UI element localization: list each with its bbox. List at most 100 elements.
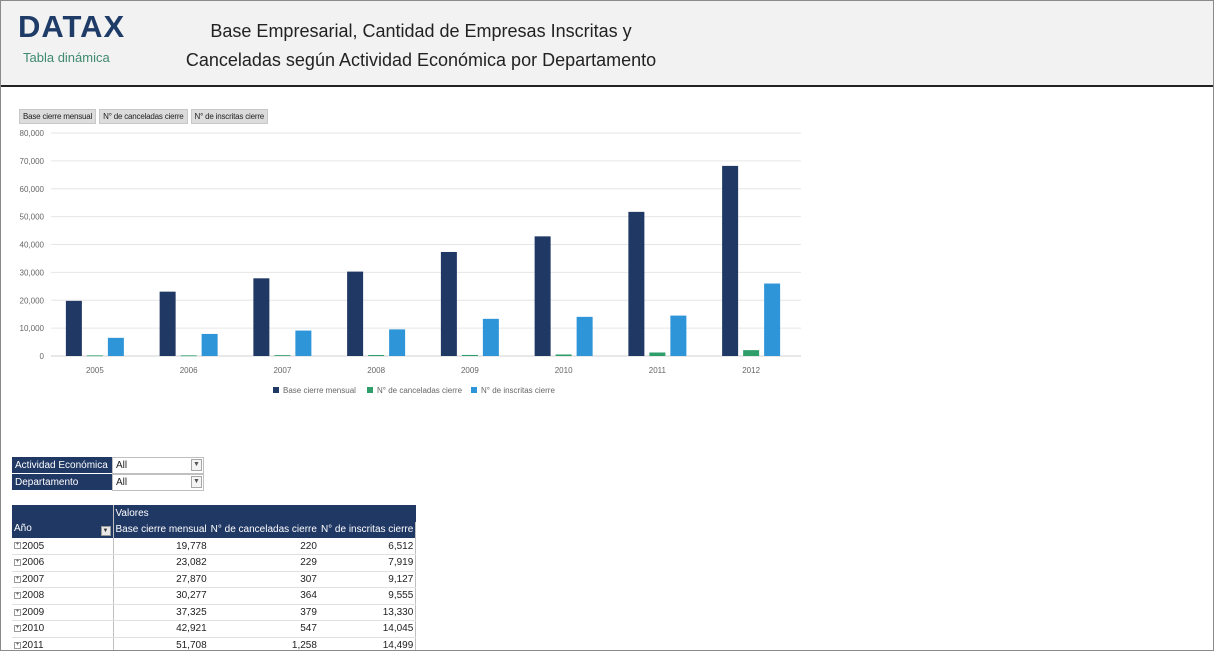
- filter-value-actividad: All: [116, 460, 128, 471]
- row-year-cell[interactable]: +2009: [12, 604, 114, 621]
- field-button-base[interactable]: Base cierre mensual: [19, 109, 97, 124]
- bar-inscritas[interactable]: [295, 330, 312, 356]
- bar-canceladas[interactable]: [274, 355, 291, 356]
- bar-canceladas[interactable]: [368, 354, 385, 356]
- y-tick-label: 20,000: [20, 296, 45, 305]
- pivot-chart[interactable]: 0 10,000 20,000 30,000 40,000 50,000 60,000 70,…: [1, 121, 821, 411]
- y-tick-label: 50,000: [20, 213, 45, 222]
- title-line-1: Base Empresarial, Cantidad de Empresas I…: [210, 21, 632, 41]
- row-year-cell[interactable]: +2006: [12, 554, 114, 572]
- y-tick-label: 30,000: [20, 268, 45, 277]
- bar-inscritas[interactable]: [201, 333, 218, 356]
- col-header-inscritas: N° de inscritas cierre: [318, 521, 417, 538]
- cell-canceladas: 229: [208, 554, 319, 572]
- field-button-canceladas[interactable]: N° de canceladas cierre: [99, 109, 188, 124]
- bar-base[interactable]: [347, 271, 364, 356]
- row-year: 2010: [22, 623, 45, 635]
- bar-canceladas[interactable]: [649, 352, 666, 356]
- legend-label: Base cierre mensual: [283, 386, 356, 395]
- cell-base: 27,870: [113, 571, 209, 588]
- row-year: 2005: [22, 540, 45, 552]
- y-tick-label: 80,000: [20, 129, 45, 138]
- cell-inscritas: 9,127: [318, 571, 417, 588]
- expand-icon[interactable]: +: [14, 592, 21, 600]
- cell-inscritas: 9,555: [318, 587, 417, 605]
- x-tick-label: 2012: [742, 366, 760, 375]
- page-title: Base Empresarial, Cantidad de Empresas I…: [151, 17, 691, 75]
- row-year: 2009: [22, 606, 45, 618]
- bar-base[interactable]: [253, 278, 270, 356]
- table-row: +2005 19,778 220 6,512: [12, 538, 417, 555]
- filter-actividad: Actividad Económica All ▼: [12, 457, 204, 474]
- cell-base: 42,921: [113, 620, 209, 638]
- legend-swatch: [367, 387, 373, 393]
- row-year-cell[interactable]: +2007: [12, 571, 114, 588]
- cell-inscritas: 7,919: [318, 554, 417, 572]
- bar-inscritas[interactable]: [764, 283, 781, 356]
- x-tick-label: 2009: [461, 366, 479, 375]
- filter-value-departamento: All: [116, 477, 128, 488]
- bar-canceladas[interactable]: [555, 354, 572, 356]
- pivot-body: +2005 19,778 220 6,512 +2006 23,082 229 7,919 +2…: [12, 538, 417, 650]
- row-year: 2007: [22, 573, 45, 585]
- table-row: +2008 30,277 364 9,555: [12, 587, 417, 605]
- bar-canceladas[interactable]: [461, 354, 478, 356]
- filter-label-actividad: Actividad Económica: [12, 457, 112, 474]
- cell-base: 19,778: [113, 538, 209, 555]
- field-button-inscritas[interactable]: N° de inscritas cierre: [190, 109, 269, 124]
- datax-logo: DATAX: [18, 9, 126, 44]
- expand-icon[interactable]: +: [14, 625, 21, 633]
- bar-inscritas[interactable]: [670, 315, 687, 356]
- filter-dropdown-departamento[interactable]: All ▼: [112, 474, 204, 491]
- expand-icon[interactable]: +: [14, 608, 21, 616]
- cell-canceladas: 364: [208, 587, 319, 605]
- y-tick-label: 0: [40, 352, 45, 361]
- bar-canceladas[interactable]: [180, 355, 197, 357]
- cell-canceladas: 220: [208, 538, 319, 555]
- row-year-cell[interactable]: +2008: [12, 587, 114, 605]
- bar-canceladas[interactable]: [86, 355, 103, 357]
- expand-icon[interactable]: +: [14, 559, 21, 567]
- pivot-table: Valores Año ▼ Base cierre mensual N° de …: [12, 505, 417, 650]
- x-tick-label: 2007: [273, 366, 291, 375]
- x-tick-label: 2005: [86, 366, 104, 375]
- x-tick-label: 2008: [367, 366, 385, 375]
- cell-base: 37,325: [113, 604, 209, 621]
- expand-icon[interactable]: +: [14, 542, 21, 550]
- bar-base[interactable]: [722, 165, 739, 356]
- row-header-label: Año: [14, 523, 32, 535]
- cell-base: 51,708: [113, 637, 209, 650]
- y-tick-label: 60,000: [20, 185, 45, 194]
- bar-inscritas[interactable]: [482, 318, 499, 356]
- report-filters: Actividad Económica All ▼ Departamento A…: [12, 457, 204, 491]
- dropdown-arrow-icon[interactable]: ▼: [191, 476, 202, 488]
- table-row: +2011 51,708 1,258 14,499: [12, 637, 417, 650]
- bar-inscritas[interactable]: [576, 316, 593, 356]
- bar-base[interactable]: [159, 291, 176, 356]
- expand-icon[interactable]: +: [14, 641, 21, 649]
- row-year-cell[interactable]: +2011: [12, 637, 114, 650]
- table-row: +2007 27,870 307 9,127: [12, 571, 417, 588]
- bar-base[interactable]: [628, 211, 645, 356]
- col-header-canceladas: N° de canceladas cierre: [208, 521, 319, 538]
- y-tick-label: 40,000: [20, 241, 45, 250]
- bar-inscritas[interactable]: [107, 337, 124, 356]
- filter-dropdown-icon[interactable]: ▼: [100, 526, 111, 537]
- bar-base[interactable]: [534, 236, 551, 356]
- dropdown-arrow-icon[interactable]: ▼: [191, 459, 202, 471]
- filter-departamento: Departamento All ▼: [12, 474, 204, 491]
- row-year-cell[interactable]: +2010: [12, 620, 114, 638]
- table-row: +2006 23,082 229 7,919: [12, 554, 417, 572]
- bar-canceladas[interactable]: [743, 350, 760, 356]
- title-line-2: Canceladas según Actividad Económica por…: [185, 50, 657, 70]
- expand-icon[interactable]: +: [14, 575, 21, 583]
- report-header: DATAX Tabla dinámica Base Empresarial, C…: [1, 1, 1213, 87]
- bar-base[interactable]: [440, 251, 457, 356]
- bar-inscritas[interactable]: [389, 329, 406, 356]
- filter-dropdown-actividad[interactable]: All ▼: [112, 457, 204, 474]
- col-header-base: Base cierre mensual: [113, 521, 209, 538]
- table-row: +2009 37,325 379 13,330: [12, 604, 417, 621]
- bar-base[interactable]: [65, 300, 82, 356]
- row-year-cell[interactable]: +2005: [12, 538, 114, 555]
